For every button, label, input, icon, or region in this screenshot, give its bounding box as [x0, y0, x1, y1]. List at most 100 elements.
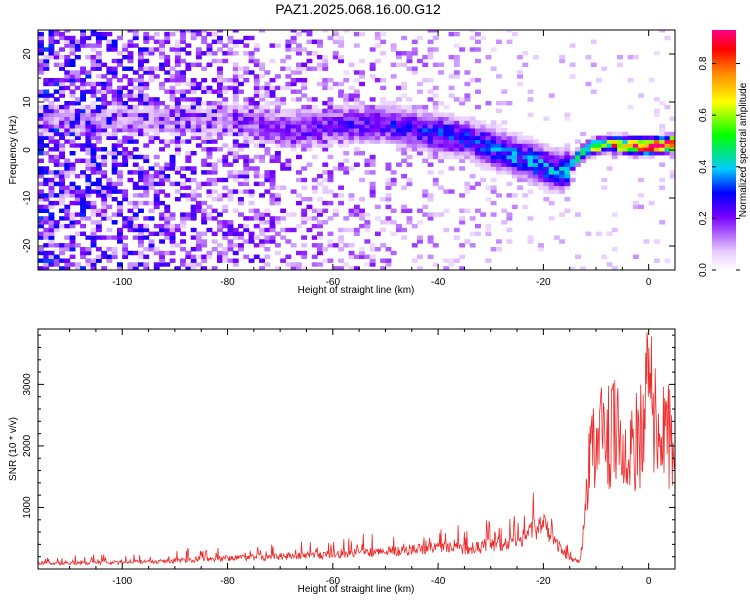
spectrogram-cell — [327, 177, 334, 183]
spectrogram-cell — [569, 43, 576, 48]
spectrogram-cell — [432, 85, 439, 91]
spectrogram-cell — [159, 101, 165, 106]
spectrogram-cell — [653, 97, 660, 102]
spectrogram-cell — [127, 262, 134, 267]
spectrogram-cell — [148, 66, 155, 71]
spectrogram-cell — [117, 162, 123, 167]
spectrogram-cell — [101, 108, 108, 114]
spectrogram-cell — [74, 243, 81, 248]
spectrogram-cell — [85, 235, 92, 240]
spectrogram-cell — [138, 262, 144, 267]
spectrogram-cell — [343, 112, 350, 117]
spectrogram-cell — [159, 112, 165, 117]
spectrogram-cell — [380, 97, 387, 102]
spectrogram-cell — [127, 151, 134, 156]
spectrogram-cell — [638, 143, 644, 148]
spectrogram-cell — [343, 216, 350, 221]
spectrogram-cell — [48, 185, 55, 190]
spectrogram-cell — [80, 112, 86, 117]
spectrogram-cell — [238, 112, 244, 117]
spectrogram-cell — [438, 143, 444, 148]
spectrogram-cell — [306, 131, 313, 137]
spectrogram-cell — [227, 39, 234, 44]
spectrogram-cell — [53, 143, 60, 148]
spectrogram-cell — [227, 147, 234, 152]
spectrogram-cell — [490, 177, 497, 183]
spectrogram-cell — [311, 135, 318, 140]
spectrogram-cell — [264, 208, 271, 213]
spectrogram-cell — [322, 135, 329, 140]
spectrogram-cell — [201, 135, 208, 140]
spectrogram-cell — [459, 151, 466, 156]
spectrogram-cell — [380, 131, 387, 137]
spectrogram-cell — [190, 177, 197, 183]
spectrogram-cell — [506, 139, 513, 144]
spectrogram-cell — [159, 216, 165, 221]
spectrogram-cell — [122, 158, 129, 163]
spectrogram-cell — [206, 62, 213, 67]
spectrogram-cell — [401, 116, 408, 121]
spectrogram-cell — [569, 151, 576, 156]
spectrogram-cell — [432, 30, 439, 33]
spectrogram-cell — [322, 177, 329, 183]
spectrogram-cell — [222, 231, 229, 236]
spectrogram-cell — [264, 235, 271, 240]
spectrogram-cell — [138, 62, 144, 67]
spectrogram-cell — [227, 243, 234, 248]
spectrogram-cell — [290, 212, 297, 217]
spectrogram-cell — [43, 204, 50, 210]
spectrogram-cell — [95, 51, 102, 56]
spectrogram-cell — [69, 189, 76, 194]
spectrogram-cell — [190, 89, 197, 94]
spectrogram-cell — [296, 223, 302, 229]
spectrogram-cell — [80, 97, 86, 102]
spectrogram-cell — [306, 139, 313, 144]
spectrogram-cell — [285, 158, 292, 163]
spectrogram-cell — [253, 223, 260, 229]
spectrogram-cell — [459, 254, 466, 259]
spectrogram-cell — [669, 116, 675, 121]
spectrogram-cell — [322, 120, 329, 125]
spectrogram-cell — [348, 166, 355, 171]
spectrogram-cell — [201, 243, 208, 248]
spectrogram-cell — [201, 30, 208, 33]
spectrogram-cell — [290, 39, 297, 44]
spectrogram-cell — [180, 112, 186, 117]
spectrogram-cell — [527, 135, 534, 140]
spectrogram-cell — [401, 204, 408, 210]
spectrogram-cell — [290, 97, 297, 102]
spectrogram-cell — [95, 223, 102, 229]
spectrogram-cell — [180, 247, 186, 252]
spectrogram-cell — [301, 208, 308, 213]
spectrogram-cell — [496, 124, 502, 129]
spectrogram-cell — [427, 143, 434, 148]
spectrogram-cell — [153, 189, 160, 194]
spectrogram-cell — [227, 162, 234, 167]
spectrogram-cell — [296, 139, 302, 144]
spectrogram-cell — [380, 78, 387, 83]
spectrogram-cell — [317, 181, 323, 187]
spectrogram-cell — [311, 127, 318, 133]
spectrogram-cell — [632, 154, 639, 160]
spectrogram-cell — [653, 151, 660, 156]
spectrogram-cell — [511, 204, 518, 210]
spectrogram-cell — [601, 135, 608, 140]
spectrogram-cell — [617, 131, 623, 137]
spectrogram-cell — [211, 89, 218, 94]
spectrogram-cell — [411, 139, 418, 144]
spectrogram-cell — [543, 177, 550, 183]
spectrogram-cell — [427, 39, 434, 44]
spectrogram-cell — [264, 147, 271, 152]
spectrogram-cell — [453, 124, 460, 129]
spectrogram-cell — [238, 89, 244, 94]
spectrogram-cell — [243, 166, 250, 171]
spectrogram-cell — [543, 116, 550, 121]
spectrogram-cell — [69, 93, 76, 98]
spectrogram-cell — [95, 139, 102, 144]
spectrogram-cell — [43, 143, 50, 148]
spectrogram-cell — [322, 220, 329, 225]
spectrogram-cell — [311, 139, 318, 144]
spectrogram-cell — [401, 174, 408, 179]
spectrogram-cell — [148, 108, 155, 114]
spectrogram-cell — [285, 55, 292, 60]
